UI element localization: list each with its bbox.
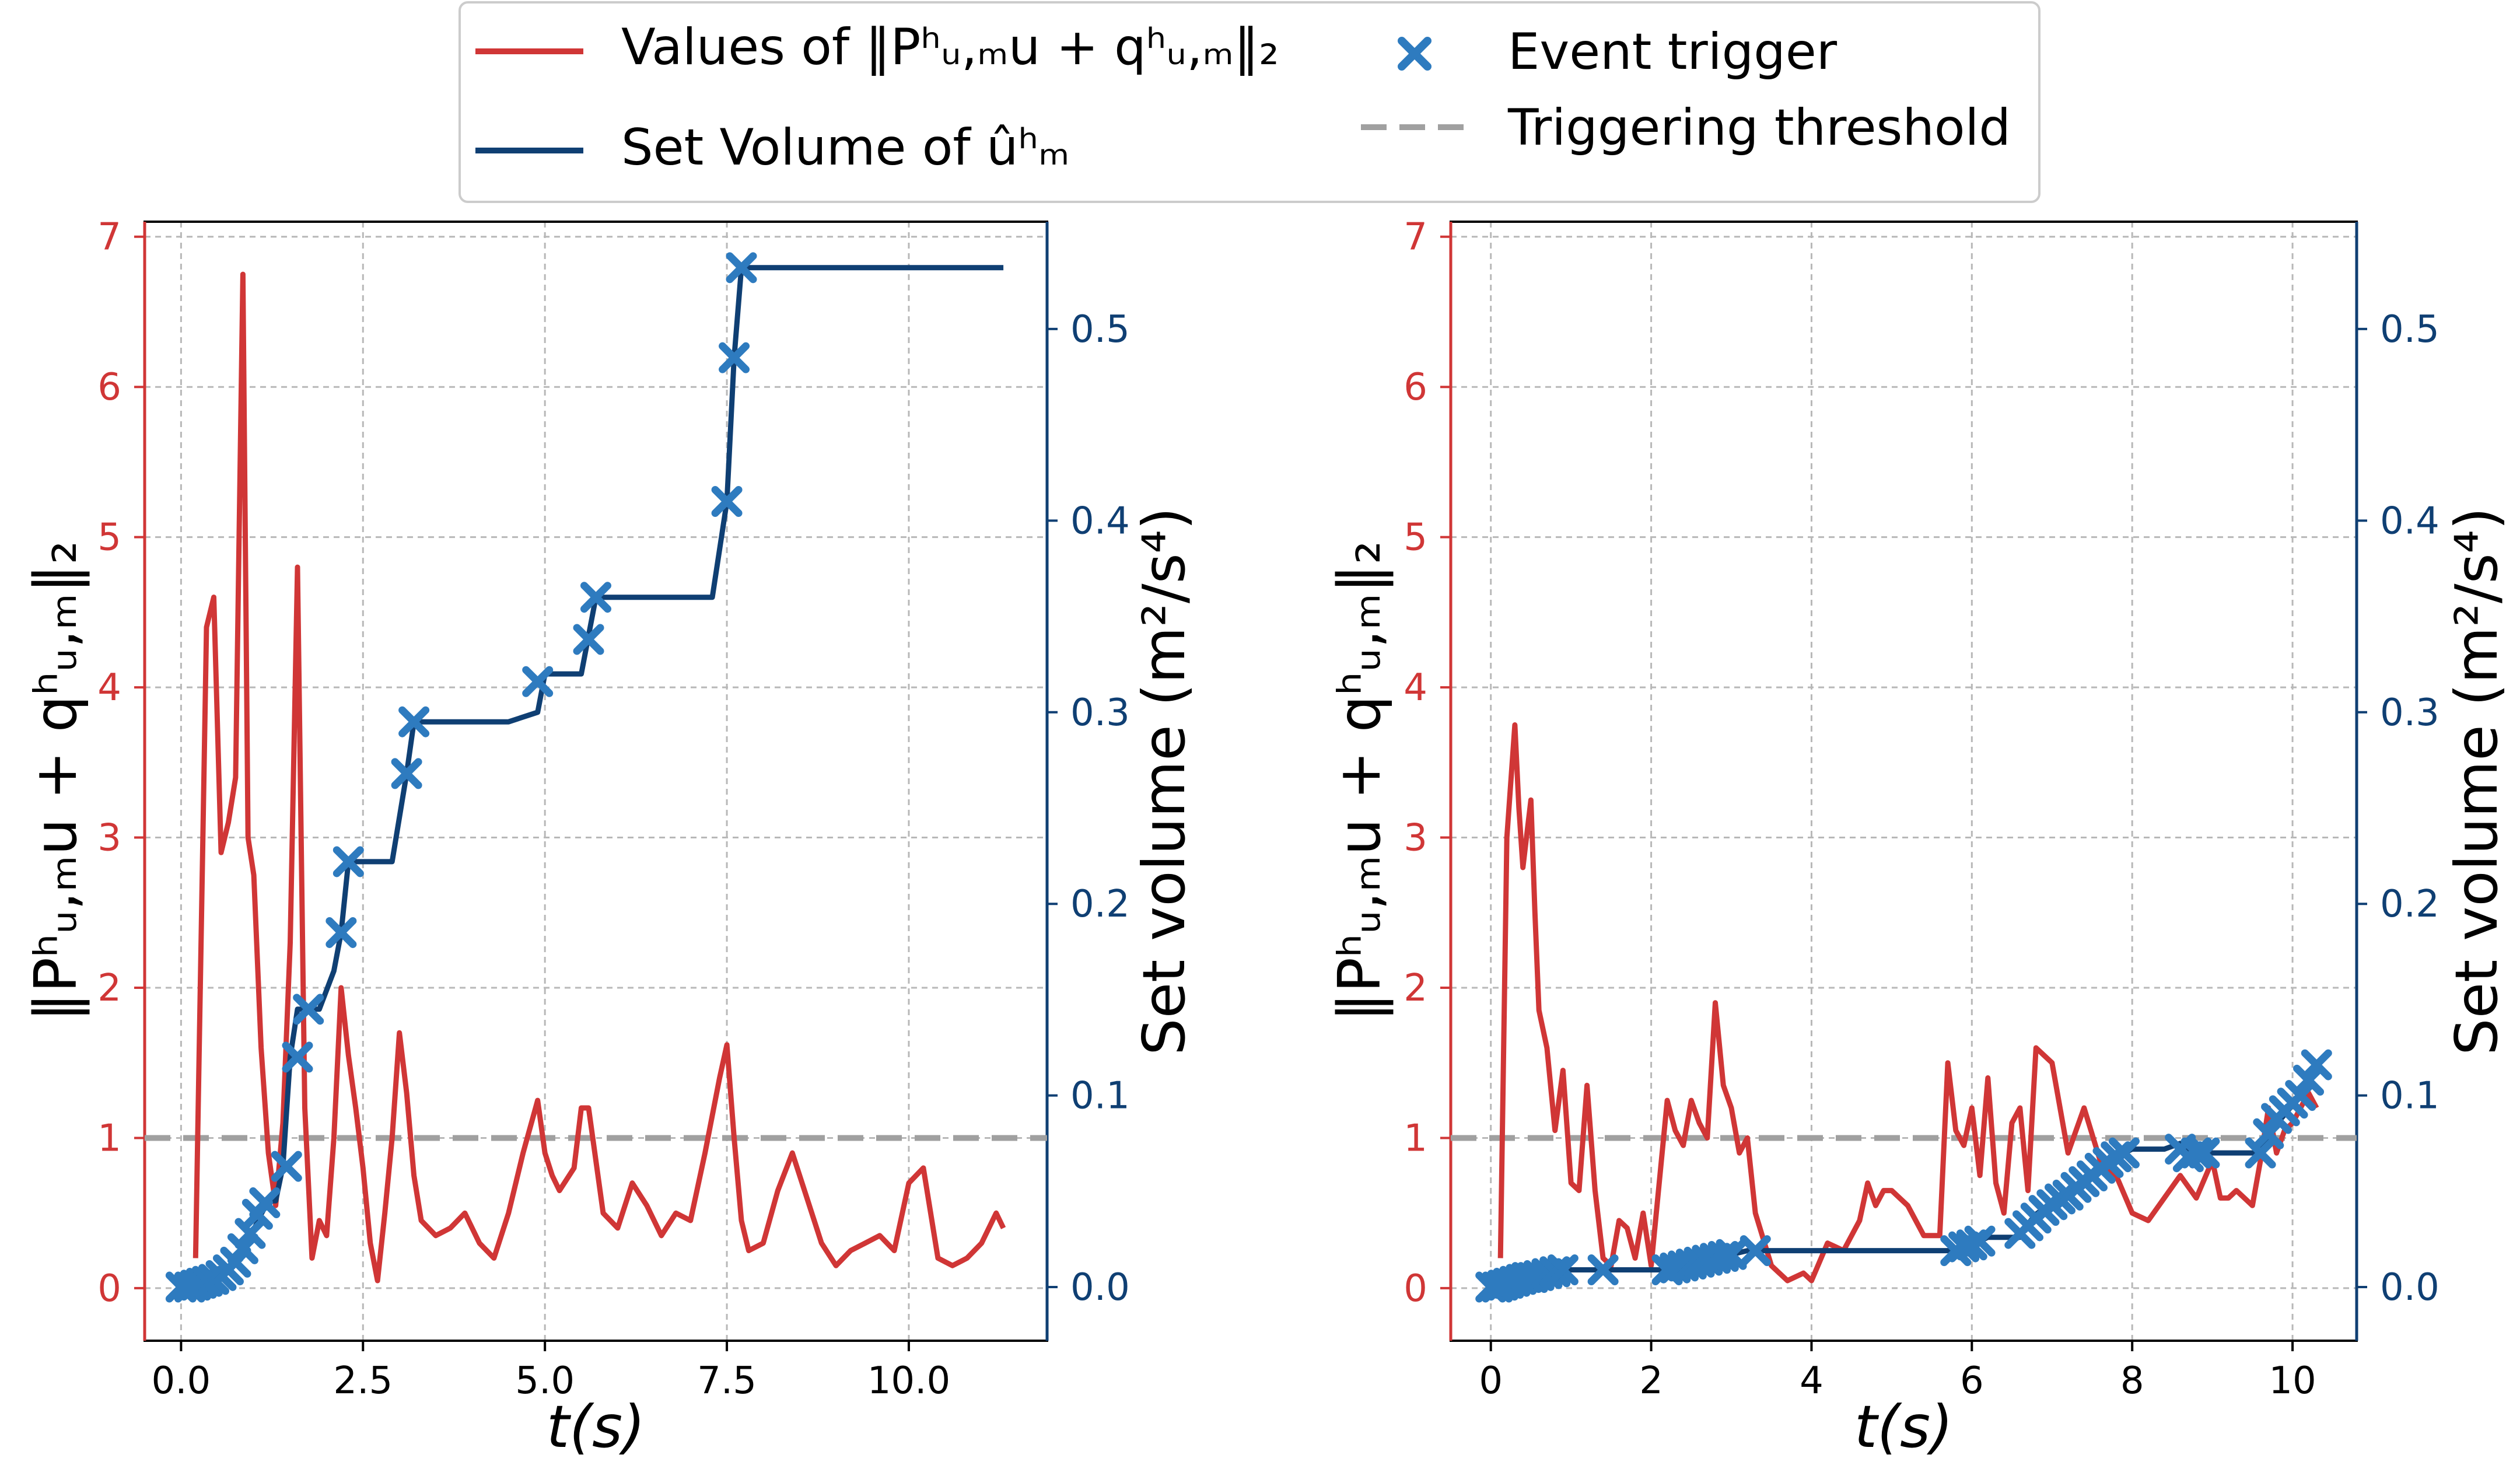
y-left-tick-label: 2 xyxy=(1404,967,1427,1010)
y-left-tick-label: 7 xyxy=(1404,216,1427,259)
norm-series-line xyxy=(1497,722,2319,1284)
legend-frame xyxy=(459,1,2041,203)
y-left-tick-label: 1 xyxy=(1404,1117,1427,1160)
y-right-tick-label: 0.1 xyxy=(1070,1075,1130,1118)
trigger-marker xyxy=(271,1151,302,1182)
trigger-marker xyxy=(293,994,324,1025)
trigger-marker xyxy=(326,917,357,948)
y-right-tick-label: 0.3 xyxy=(2380,691,2440,735)
x-tick-label: 2.5 xyxy=(333,1359,393,1403)
trigger-marker xyxy=(1740,1235,1771,1267)
trigger-marker xyxy=(2293,1064,2325,1096)
trigger-marker xyxy=(726,252,757,284)
trigger-marker xyxy=(1547,1254,1578,1285)
trigger-marker xyxy=(332,846,364,877)
y-left-tick-label: 5 xyxy=(97,516,121,560)
trigger-marker xyxy=(580,582,611,613)
trigger-marker xyxy=(2245,1137,2276,1169)
y-left-tick-label: 7 xyxy=(97,216,121,259)
y-left-tick-label: 6 xyxy=(1404,366,1427,409)
x-tick-label: 7.5 xyxy=(697,1359,757,1403)
y-right-axis-label: Set volume (m²/s⁴) xyxy=(2442,507,2511,1055)
y-left-tick-label: 4 xyxy=(1404,666,1427,709)
plot-frame xyxy=(1450,221,2358,1342)
legend-label-threshold: Triggering threshold xyxy=(1507,99,2011,157)
chart-right: 0 2 4 6 8 10 0 1 2 3 4 5 6 7 0.0 0.1 0.2 0.3 0.4 0.5 t(s) ‖Pʰ… xyxy=(1325,216,2511,1461)
y-right-tick-label: 0.3 xyxy=(1070,691,1130,735)
trigger-marker xyxy=(249,1187,281,1219)
trigger-marker xyxy=(522,666,554,697)
y-left-tick-label: 3 xyxy=(1404,817,1427,860)
y-left-tick-label: 4 xyxy=(97,666,121,709)
y-right-tick-label: 0.2 xyxy=(1070,883,1130,926)
trigger-marker xyxy=(2189,1137,2220,1169)
y-right-tick-label: 0.5 xyxy=(2380,308,2440,351)
x-tick-label: 2 xyxy=(1639,1359,1663,1403)
legend-label-volume: Set Volume of ûʰₘ xyxy=(621,118,1070,177)
trigger-marker xyxy=(1707,1240,1739,1272)
x-axis-label: t(s) xyxy=(547,1393,645,1461)
y-right-tick-label: 0.0 xyxy=(2380,1266,2440,1309)
y-right-tick-label: 0.4 xyxy=(1070,499,1130,543)
legend-label-trigger: Event trigger xyxy=(1508,23,1838,81)
y-right-tick-label: 0.0 xyxy=(1070,1266,1130,1309)
y-left-tick-label: 5 xyxy=(1404,516,1427,560)
trigger-marker xyxy=(282,1041,313,1073)
trigger-marker xyxy=(573,624,604,655)
trigger-marker xyxy=(2285,1080,2316,1111)
x-tick-label: 8 xyxy=(2120,1359,2144,1403)
trigger-marker xyxy=(2253,1118,2284,1149)
y-left-tick-label: 0 xyxy=(97,1267,121,1310)
y-right-tick-label: 0.5 xyxy=(1070,308,1130,351)
y-left-tick-label: 2 xyxy=(97,967,121,1010)
trigger-marker xyxy=(711,486,743,517)
x-tick-label: 10 xyxy=(2269,1359,2316,1403)
y-left-axis-label: ‖Pʰᵤ,ₘu + qʰᵤ,ₘ‖₂ xyxy=(22,541,90,1022)
trigger-marker xyxy=(2301,1049,2332,1081)
trigger-marker xyxy=(719,342,750,373)
y-left-tick-label: 3 xyxy=(97,817,121,860)
trigger-marker xyxy=(227,1233,258,1264)
y-left-tick-label: 1 xyxy=(97,1117,121,1160)
x-tick-label: 6 xyxy=(1960,1359,1984,1403)
y-right-tick-label: 0.4 xyxy=(2380,499,2440,543)
x-tick-label: 4 xyxy=(1800,1359,1824,1403)
y-left-tick-label: 0 xyxy=(1404,1267,1427,1310)
chart-left: 0.0 2.5 5.0 7.5 10.0 0 1 2 3 4 5 6 7 0.0 0.1 0.2 0.3 0.4 0… xyxy=(22,216,1198,1461)
legend-label-norm: Values of ‖Pʰᵤ,ₘu + qʰᵤ,ₘ‖₂ xyxy=(621,18,1279,76)
x-tick-label: 0 xyxy=(1479,1359,1503,1403)
trigger-marker xyxy=(1539,1256,1571,1288)
x-tick-label: 5.0 xyxy=(515,1359,575,1403)
x-tick-label: 10.0 xyxy=(867,1359,951,1403)
trigger-marker xyxy=(2180,1137,2212,1169)
x-tick-label: 0.0 xyxy=(151,1359,211,1403)
trigger-marker xyxy=(2108,1137,2140,1169)
trigger-marker xyxy=(1964,1225,1996,1257)
trigger-marker xyxy=(1587,1254,1619,1285)
norm-series-line xyxy=(192,271,1006,1284)
legend-swatch-trigger xyxy=(1398,37,1432,71)
trigger-marker xyxy=(1716,1239,1747,1270)
y-left-tick-label: 6 xyxy=(97,366,121,409)
y-right-tick-label: 0.2 xyxy=(2380,883,2440,926)
trigger-marker xyxy=(398,706,430,737)
y-right-tick-label: 0.1 xyxy=(2380,1075,2440,1118)
legend: Values of ‖Pʰᵤ,ₘu + qʰᵤ,ₘ‖₂ Set Volume o… xyxy=(459,1,2041,203)
x-axis-label: t(s) xyxy=(1854,1393,1953,1461)
y-right-axis-label: Set volume (m²/s⁴) xyxy=(1130,507,1198,1055)
trigger-marker xyxy=(391,758,422,789)
y-left-axis-label: ‖Pʰᵤ,ₘu + qʰᵤ,ₘ‖₂ xyxy=(1325,541,1394,1022)
